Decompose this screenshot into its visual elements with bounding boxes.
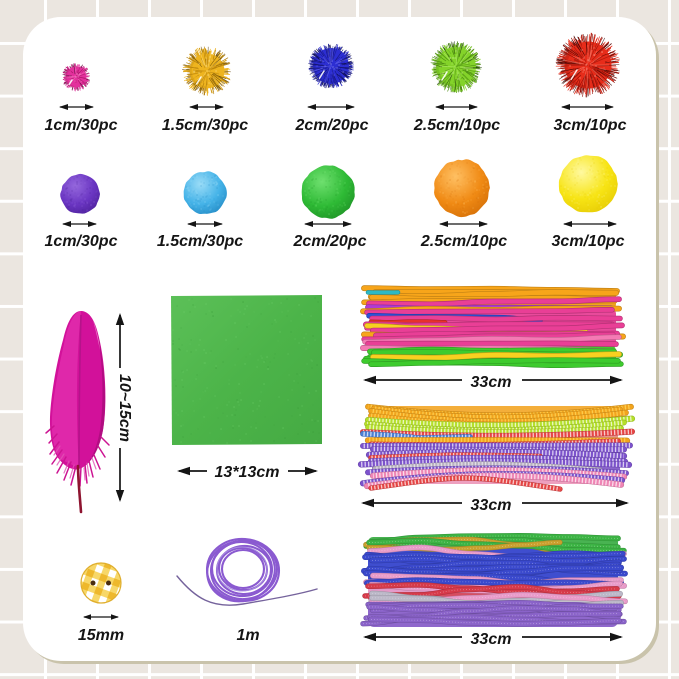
svg-text:1cm/30pc: 1cm/30pc [45, 233, 118, 250]
svg-text:1.5cm/30pc: 1.5cm/30pc [157, 233, 243, 250]
svg-text:33cm: 33cm [471, 631, 512, 648]
svg-text:2.5cm/10pc: 2.5cm/10pc [413, 117, 500, 134]
svg-text:1m: 1m [236, 627, 259, 644]
svg-text:1cm/30pc: 1cm/30pc [45, 117, 118, 134]
svg-text:3cm/10pc: 3cm/10pc [552, 233, 625, 250]
svg-text:2cm/20pc: 2cm/20pc [295, 117, 369, 134]
svg-text:1.5cm/30pc: 1.5cm/30pc [162, 117, 248, 134]
svg-text:2.5cm/10pc: 2.5cm/10pc [420, 233, 507, 250]
svg-text:15mm: 15mm [78, 627, 124, 644]
svg-text:33cm: 33cm [471, 374, 512, 391]
svg-text:3cm/10pc: 3cm/10pc [554, 117, 627, 134]
svg-text:33cm: 33cm [471, 497, 512, 514]
svg-text:2cm/20pc: 2cm/20pc [293, 233, 367, 250]
svg-text:13*13cm: 13*13cm [215, 464, 280, 481]
svg-text:10~15cm: 10~15cm [116, 374, 133, 442]
